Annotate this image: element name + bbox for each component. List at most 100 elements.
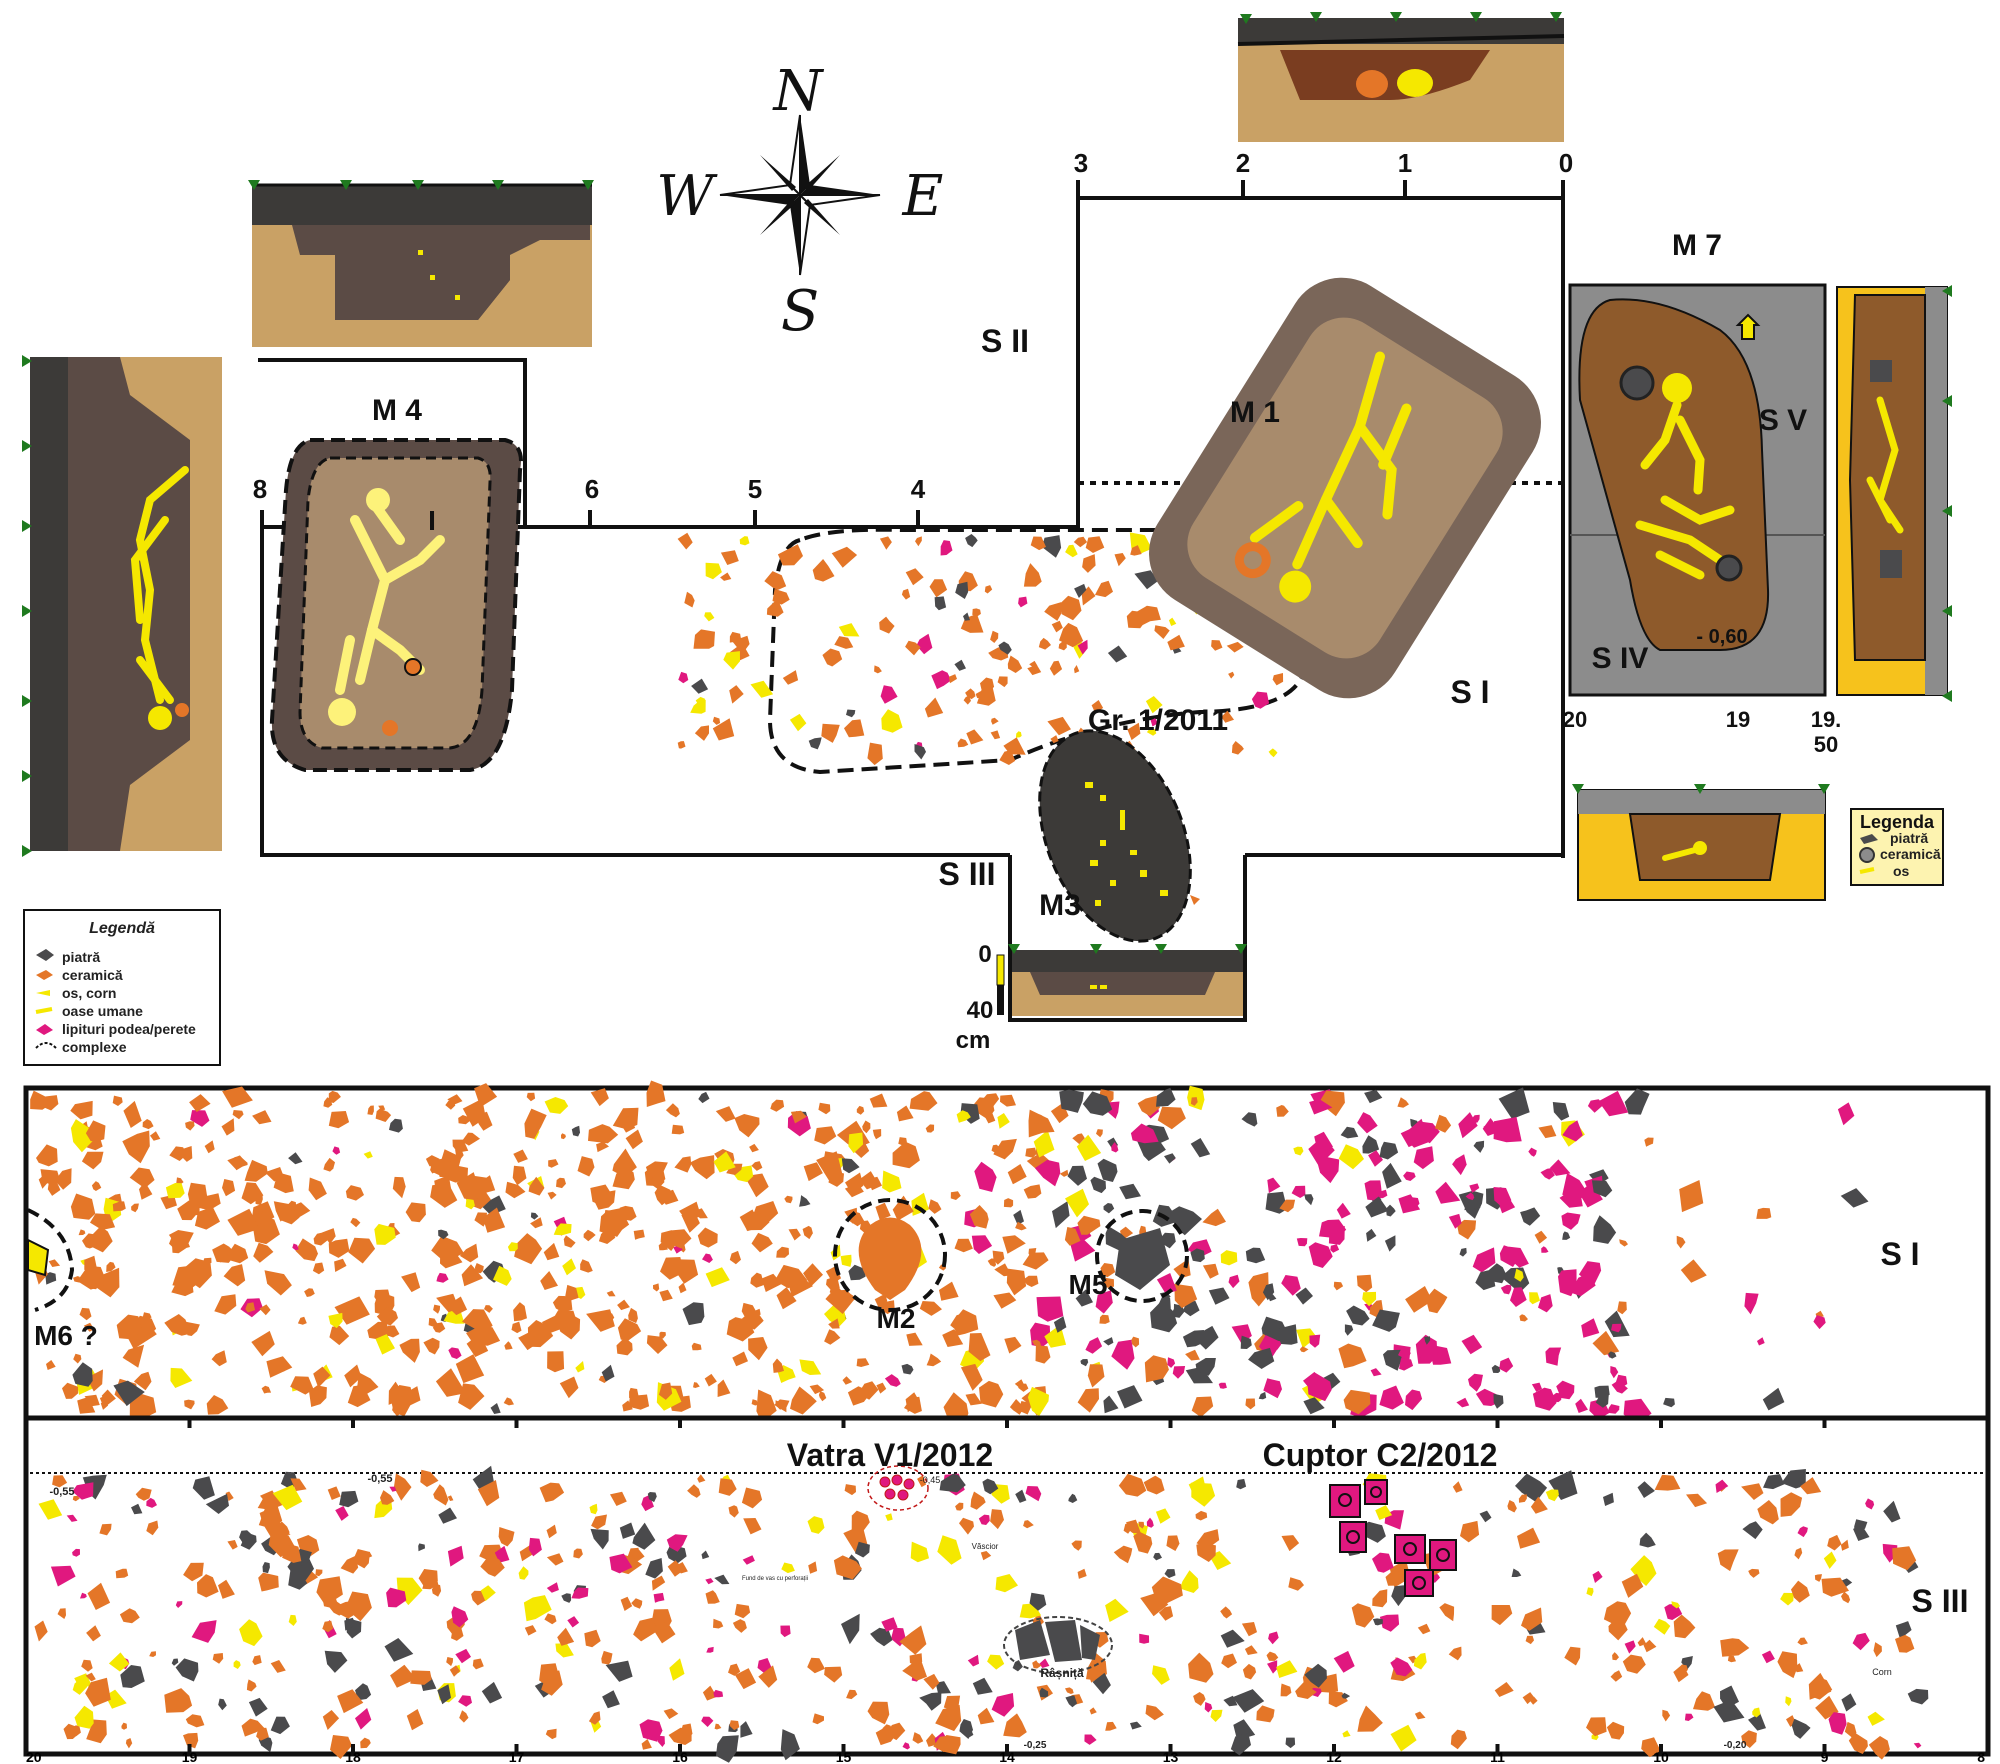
depth-scale	[996, 954, 1005, 1015]
ceramic-fragment	[1281, 1535, 1300, 1552]
ceramic-fragment	[965, 688, 976, 700]
ceramic-fragment	[123, 1100, 142, 1128]
scale-label: 18	[345, 1749, 361, 1764]
ceramic-fragment	[928, 1199, 942, 1214]
ceramic-fragment	[1100, 1263, 1116, 1278]
ceramic-fragment	[63, 1723, 79, 1740]
daub-fragment	[447, 1545, 464, 1567]
ceramic-fragment	[751, 1232, 773, 1253]
ceramic-fragment	[803, 1162, 823, 1182]
stone-fragment	[1117, 1385, 1143, 1409]
ceramic-fragment	[446, 1296, 468, 1316]
ceramic-fragment	[1022, 1252, 1049, 1270]
bone-fragment	[1220, 1250, 1238, 1266]
ceramic-fragment	[115, 1568, 129, 1579]
ceramic-fragment	[822, 648, 843, 667]
ceramic-fragment	[1741, 1483, 1764, 1500]
ceramic-fragment	[1821, 1577, 1849, 1597]
daub-fragment	[455, 1648, 471, 1664]
daub-fragment	[974, 1161, 997, 1192]
daub-fragment	[1744, 1292, 1759, 1315]
ceramic-fragment	[1188, 1652, 1214, 1683]
daub-fragment	[1156, 1273, 1177, 1294]
daub-fragment	[1228, 1274, 1240, 1289]
stone-fragment	[1344, 1324, 1354, 1336]
ceramic-fragment	[85, 1677, 111, 1707]
ceramic-fragment	[1137, 605, 1161, 626]
daub-fragment	[332, 1146, 341, 1155]
ceramic-fragment	[1895, 1634, 1915, 1653]
daub-fragment	[1146, 1517, 1154, 1528]
stone-fragment	[919, 1692, 942, 1711]
ceramic-fragment	[702, 1685, 717, 1701]
bone-fragment	[518, 1566, 529, 1580]
daub-fragment	[66, 1514, 78, 1522]
ceramic-fragment	[1425, 1288, 1448, 1314]
ceramic-fragment	[1809, 1676, 1833, 1700]
bone-fragment	[1076, 1134, 1102, 1161]
ceramic-fragment	[350, 1217, 361, 1228]
ceramic-fragment	[345, 1591, 372, 1622]
ceramic-fragment	[1841, 1591, 1851, 1604]
stone-fragment	[561, 1593, 572, 1603]
ceramic-fragment	[892, 1141, 920, 1169]
ceramic-fragment	[833, 1555, 862, 1580]
bone-fragment	[1338, 1144, 1364, 1170]
ceramic-fragment	[70, 1193, 96, 1220]
ceramic-fragment	[712, 716, 721, 725]
ceramic-fragment	[112, 1201, 126, 1212]
daub-fragment	[567, 1616, 580, 1628]
ceramic-fragment	[720, 550, 739, 565]
ceramic-fragment	[1049, 660, 1063, 676]
ceramic-fragment	[1777, 1651, 1798, 1679]
ceramic-fragment	[1280, 1683, 1292, 1697]
ceramic-fragment	[225, 1491, 234, 1501]
ceramic-fragment	[459, 1243, 479, 1263]
ceramic-fragment	[543, 1242, 560, 1261]
daub-fragment	[1267, 1660, 1278, 1674]
ceramic-fragment	[726, 1317, 755, 1342]
ceramic-fragment	[809, 1384, 825, 1395]
grave-m3	[1038, 729, 1200, 943]
bone-fragment	[272, 1484, 303, 1511]
stone-fragment	[1052, 1201, 1070, 1229]
daub-fragment	[1684, 1713, 1694, 1721]
ceramic-fragment	[693, 629, 715, 649]
ceramic-fragment	[1295, 1681, 1317, 1699]
ceramic-fragment	[1868, 1736, 1890, 1760]
daub-fragment	[1034, 1159, 1061, 1187]
ceramic-fragment	[646, 1080, 666, 1107]
daub-fragment	[1419, 1345, 1438, 1364]
ceramic-fragment	[1276, 1105, 1289, 1117]
ceramic-fragment	[847, 1386, 868, 1406]
ceramic-fragment	[987, 1258, 997, 1267]
depth-scale-unit: cm	[956, 1027, 991, 1054]
label-m7: M 7	[1672, 229, 1722, 262]
legend-small-bone: os	[1893, 863, 1910, 879]
ceramic-fragment	[150, 1131, 161, 1141]
daub-fragment	[916, 633, 933, 655]
bone-fragment	[848, 1132, 864, 1154]
daub-fragment	[1364, 1180, 1382, 1201]
ceramic-fragment	[435, 1368, 466, 1397]
label-antler: Corn	[1872, 1667, 1892, 1677]
ceramic-fragment	[1518, 1494, 1527, 1503]
scale-label: 16	[672, 1749, 688, 1764]
ceramic-fragment	[714, 1723, 722, 1730]
ceramic-fragment	[997, 676, 1008, 688]
ceramic-fragment	[211, 1350, 227, 1367]
daub-fragment	[1309, 1334, 1321, 1348]
ceramic-fragment	[1417, 1623, 1431, 1635]
ceramic-fragment	[950, 1191, 961, 1200]
stone-fragment	[701, 1550, 710, 1560]
ceramic-fragment	[896, 1105, 914, 1122]
ceramic-fragment	[474, 1212, 487, 1227]
label-m3: M3	[1039, 889, 1081, 922]
stone-fragment	[1304, 1663, 1327, 1688]
ceramic-fragment	[524, 1108, 547, 1139]
daub-fragment	[1500, 1284, 1512, 1295]
ceramic-fragment	[197, 1574, 219, 1598]
daub-fragment	[528, 1537, 542, 1557]
daub-fragment	[1435, 1181, 1461, 1204]
stone-fragment	[1164, 1569, 1176, 1578]
